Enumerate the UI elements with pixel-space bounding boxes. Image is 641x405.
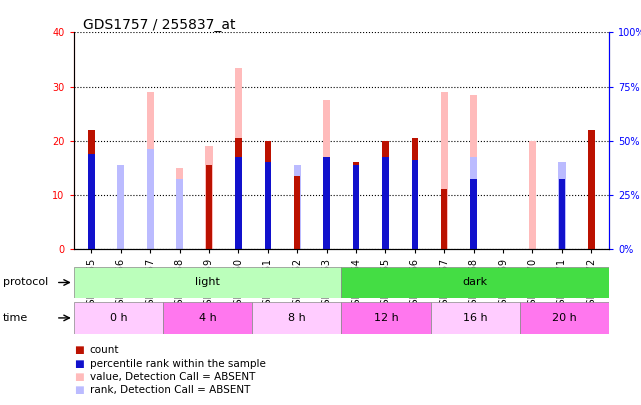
Text: rank, Detection Call = ABSENT: rank, Detection Call = ABSENT xyxy=(90,386,250,395)
Bar xyxy=(88,154,95,249)
Text: 0 h: 0 h xyxy=(110,313,127,323)
Text: 4 h: 4 h xyxy=(199,313,217,323)
Bar xyxy=(382,141,388,249)
Text: 12 h: 12 h xyxy=(374,313,398,323)
Bar xyxy=(176,168,183,249)
Bar xyxy=(353,162,359,249)
Bar xyxy=(74,267,341,298)
Bar xyxy=(441,190,447,249)
Bar xyxy=(341,267,609,298)
Bar xyxy=(559,198,565,249)
Bar xyxy=(117,165,124,249)
Bar xyxy=(412,160,418,249)
Bar xyxy=(163,302,252,334)
Bar xyxy=(470,157,478,249)
Bar xyxy=(558,162,565,249)
Bar xyxy=(88,130,95,249)
Text: ■: ■ xyxy=(74,345,83,355)
Bar xyxy=(294,165,301,249)
Text: light: light xyxy=(195,277,220,288)
Text: protocol: protocol xyxy=(3,277,49,288)
Text: 20 h: 20 h xyxy=(552,313,577,323)
Bar xyxy=(559,179,565,249)
Text: ■: ■ xyxy=(74,372,83,382)
Bar xyxy=(341,302,431,334)
Bar xyxy=(235,68,242,249)
Bar xyxy=(588,130,595,249)
Bar xyxy=(412,138,418,249)
Bar xyxy=(353,165,359,249)
Bar xyxy=(235,157,242,249)
Text: ■: ■ xyxy=(74,359,83,369)
Text: GDS1757 / 255837_at: GDS1757 / 255837_at xyxy=(83,18,236,32)
Bar xyxy=(323,100,330,249)
Bar xyxy=(74,302,163,334)
Text: 16 h: 16 h xyxy=(463,313,487,323)
Text: 8 h: 8 h xyxy=(288,313,306,323)
Bar xyxy=(252,302,341,334)
Bar xyxy=(431,302,520,334)
Bar xyxy=(147,92,154,249)
Bar xyxy=(440,92,448,249)
Bar xyxy=(265,162,271,249)
Bar xyxy=(206,165,212,249)
Text: dark: dark xyxy=(463,277,488,288)
Text: value, Detection Call = ABSENT: value, Detection Call = ABSENT xyxy=(90,372,255,382)
Bar xyxy=(88,160,95,249)
Bar xyxy=(529,141,536,249)
Bar xyxy=(588,130,595,249)
Bar xyxy=(324,157,330,249)
Text: ■: ■ xyxy=(74,386,83,395)
Bar xyxy=(588,165,595,249)
Text: percentile rank within the sample: percentile rank within the sample xyxy=(90,359,265,369)
Bar xyxy=(520,302,609,334)
Bar xyxy=(147,149,154,249)
Text: time: time xyxy=(3,313,28,323)
Bar xyxy=(294,176,301,249)
Bar xyxy=(176,179,183,249)
Bar xyxy=(294,165,301,249)
Bar xyxy=(470,179,477,249)
Text: count: count xyxy=(90,345,119,355)
Bar xyxy=(117,165,124,249)
Bar xyxy=(265,141,271,249)
Bar xyxy=(205,146,213,249)
Bar xyxy=(382,157,388,249)
Bar xyxy=(235,138,242,249)
Bar xyxy=(470,95,478,249)
